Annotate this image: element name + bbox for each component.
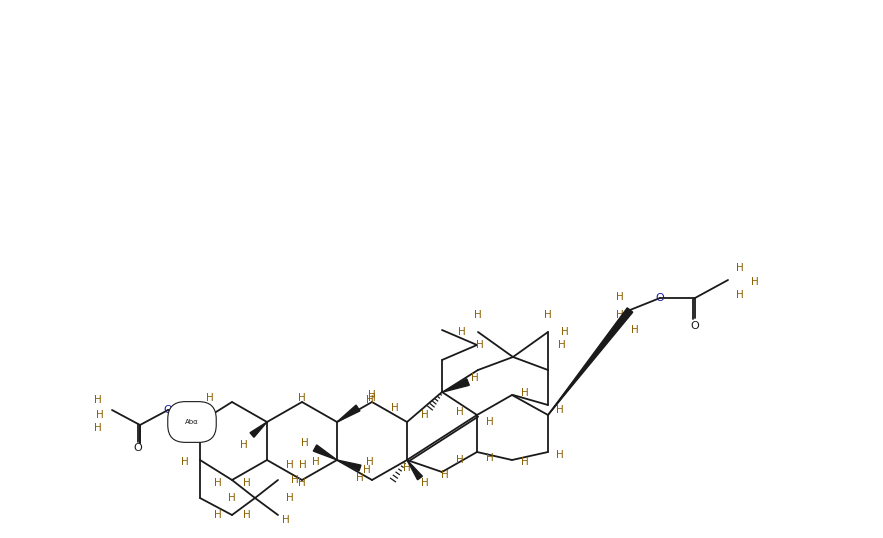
Text: H: H (240, 440, 248, 450)
Text: H: H (228, 493, 236, 503)
Text: H: H (631, 325, 639, 335)
Text: H: H (474, 310, 482, 320)
Polygon shape (443, 379, 469, 392)
Polygon shape (250, 422, 267, 437)
Text: O: O (163, 405, 172, 415)
Text: H: H (457, 455, 464, 465)
Text: H: H (404, 463, 411, 473)
Text: H: H (366, 395, 374, 405)
Text: H: H (298, 478, 306, 488)
Text: H: H (243, 510, 251, 520)
Text: H: H (214, 478, 222, 488)
Text: H: H (298, 393, 306, 403)
Text: H: H (616, 310, 624, 320)
Text: H: H (457, 407, 464, 417)
Text: H: H (521, 457, 529, 467)
Text: H: H (363, 465, 371, 475)
Text: Abα: Abα (185, 419, 199, 425)
Text: O: O (655, 293, 664, 303)
Polygon shape (313, 445, 337, 460)
Text: H: H (391, 403, 399, 413)
Text: H: H (283, 515, 290, 525)
Text: H: H (356, 473, 364, 483)
Text: H: H (94, 423, 102, 433)
Text: H: H (94, 395, 102, 405)
Text: H: H (558, 340, 566, 350)
Text: H: H (521, 388, 529, 398)
Text: H: H (193, 433, 200, 443)
Text: H: H (301, 438, 309, 448)
Text: H: H (476, 340, 484, 350)
Polygon shape (337, 405, 360, 422)
Text: H: H (214, 510, 222, 520)
Text: H: H (243, 478, 251, 488)
Text: O: O (133, 443, 142, 453)
Text: H: H (368, 393, 376, 403)
Text: H: H (312, 457, 320, 467)
Text: H: H (368, 390, 376, 400)
Text: H: H (751, 277, 758, 287)
Text: H: H (366, 457, 374, 467)
Polygon shape (548, 308, 633, 415)
Text: H: H (487, 453, 494, 463)
Text: H: H (442, 470, 449, 480)
Text: H: H (616, 292, 624, 302)
Text: H: H (458, 327, 466, 337)
Text: H: H (487, 417, 494, 427)
Text: H: H (181, 457, 189, 467)
Text: H: H (286, 493, 294, 503)
Text: H: H (421, 478, 429, 488)
Text: H: H (556, 405, 564, 415)
Text: H: H (736, 290, 743, 300)
Text: H: H (291, 475, 298, 485)
Text: H: H (561, 327, 569, 337)
Polygon shape (407, 460, 422, 480)
Text: H: H (544, 310, 552, 320)
Text: H: H (299, 460, 307, 470)
Text: H: H (736, 263, 743, 273)
Text: H: H (96, 410, 104, 420)
Text: H: H (556, 450, 564, 460)
Text: H: H (206, 393, 214, 403)
Text: H: H (286, 460, 294, 470)
Polygon shape (337, 460, 361, 471)
Text: H: H (472, 373, 479, 383)
Text: O: O (691, 321, 699, 331)
Text: H: H (421, 410, 429, 420)
